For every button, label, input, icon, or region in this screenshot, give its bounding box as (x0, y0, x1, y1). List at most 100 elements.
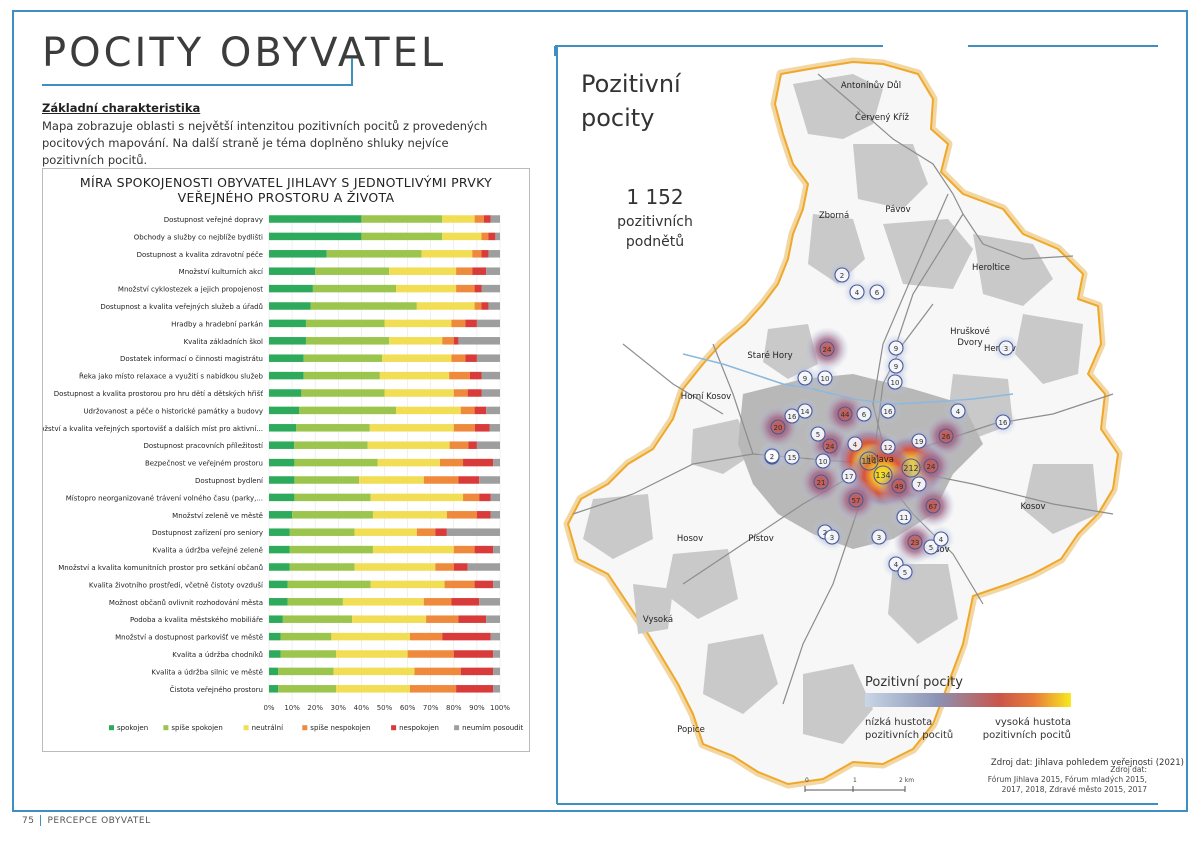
map-road (622, 343, 724, 415)
chart-bar-segment (453, 424, 475, 432)
chart-bar-segment (453, 389, 468, 397)
map-cluster-label: 24 (826, 443, 835, 451)
chart-bar-segment (367, 441, 450, 449)
map-heat-blob (805, 327, 849, 371)
chart-bar-segment (269, 511, 293, 519)
chart-x-tick-label: 100% (490, 704, 510, 712)
chart-bar-segment (280, 650, 336, 658)
map-cluster-circle (880, 403, 896, 419)
chart-bar-segment (280, 632, 332, 641)
chart-category-label: Kvalita a údržba chodníků (172, 651, 263, 659)
chart-bar-segment (481, 389, 500, 397)
chart-bar-segment (269, 580, 288, 589)
map-place-label: Zborná (819, 211, 849, 221)
map-cluster-circle (847, 436, 863, 452)
chart-bar-segment (442, 215, 475, 223)
map-cluster-circle (770, 419, 786, 435)
chart-bar-segment (453, 337, 459, 345)
chart-bar-segment (465, 319, 477, 328)
chart-legend-swatch (109, 725, 114, 731)
chart-bar-segment (269, 337, 306, 345)
map-cluster-circle (824, 529, 840, 545)
chart-x-tick-label: 60% (400, 704, 416, 712)
map-cluster-circle (887, 374, 903, 390)
chart-bar-segment (495, 232, 500, 241)
map-cluster-marker: 4 (933, 531, 949, 547)
chart-bar-segment (342, 598, 424, 606)
map-land-use-area (633, 584, 673, 634)
map-land-use-area (973, 234, 1053, 306)
chart-bar-segment (301, 389, 385, 397)
chart-source: Zdroj dat: Jihlava pohledem veřejnosti (… (990, 758, 1184, 768)
map-legend-low-line-1: nízká hustota (865, 716, 932, 728)
chart-bar-segment (269, 389, 302, 397)
map-cluster-label: 4 (956, 408, 961, 416)
map-land-use-area (1015, 314, 1083, 384)
map-cluster-marker: 4 (950, 403, 966, 419)
map-land-use-area (665, 549, 738, 619)
map-source-line-2: Fórum Jihlava 2015, Fórum mladých 2015, (988, 775, 1147, 784)
chart-bar-segment (481, 371, 500, 380)
chart-title: MÍRA SPOKOJENOSTI OBYVATEL JIHLAVY S JED… (43, 175, 529, 205)
map-cluster-label: 7 (917, 481, 921, 489)
map-overlay-text: Pozitivní pocity 1 152 pozitivních podně… (581, 70, 1147, 794)
chart-x-tick-label: 30% (331, 704, 347, 712)
chart-bar-segment (369, 424, 454, 432)
map-cluster-marker: 2 (764, 448, 780, 464)
map-place-label: Pávov (885, 205, 910, 215)
map-source-line-1: Zdroj dat: (1110, 765, 1147, 774)
map-scale-label-0: 0 (805, 777, 809, 784)
chart-bar-segment (269, 215, 362, 223)
map-place-label: Pístov (748, 534, 773, 544)
map-cluster-label: 5 (816, 431, 820, 439)
map-cluster-label: 10 (891, 379, 900, 387)
map-cluster-circle (819, 341, 835, 357)
map-cluster-marker: 10 (815, 453, 831, 469)
map-cluster-marker: 12 (880, 439, 896, 455)
map-cluster-circle (925, 498, 941, 514)
title-underline (42, 84, 352, 86)
map-cluster-label: 67 (929, 503, 938, 511)
map-cluster-label: 3 (1004, 345, 1008, 353)
page-footer: 75 PERCEPCE OBYVATEL (22, 815, 151, 826)
chart-category-label: Hradby a hradební parkán (171, 320, 263, 328)
map-source-line-3: 2017, 2018, Zdravé město 2015, 2017 (1002, 785, 1148, 794)
chart-bar-segment (493, 650, 500, 658)
chart-bar-segment (269, 667, 279, 676)
chart-category-label: Řeka jako místo relaxace a využití s nab… (79, 372, 264, 381)
map-scale-label-2: 2 km (899, 777, 914, 784)
map-cluster-marker: 19 (911, 433, 927, 449)
chart-bar-segment (361, 232, 443, 241)
map-cluster-circle (871, 529, 887, 545)
map-road (712, 343, 754, 455)
chart-bar-segment (474, 580, 494, 589)
chart-bar-segment (382, 354, 452, 362)
map-scale-label-1: 1 (853, 777, 857, 784)
chart-bar-segment (372, 511, 447, 519)
map-cluster-marker: 10 (887, 374, 903, 390)
map-cluster-label: 16 (884, 408, 893, 416)
map-cluster-label: 2 (770, 453, 774, 461)
chart-bar-segment (453, 650, 494, 658)
chart-bar-segment (442, 632, 491, 641)
map-cluster-marker: 20 (770, 419, 786, 435)
chart-bar-segment (416, 528, 436, 536)
chart-bar-segment (354, 528, 417, 536)
chart-x-tick-label: 0% (263, 704, 274, 712)
map-heat-blob (834, 478, 878, 522)
chart-category-label: Kvalita a údržba silnic ve městě (151, 668, 263, 676)
chart-bar-segment (446, 511, 477, 519)
chart-category-label: Množství a kvalita komunitních prostor p… (58, 564, 263, 572)
chart-bar-segment (423, 476, 459, 484)
map-land-use-area (691, 419, 753, 474)
chart-bar-segment (269, 424, 297, 432)
chart-plot: Dostupnost veřejné dopravy Obchody a služ… (43, 215, 524, 732)
chart-bar-segment (456, 284, 475, 293)
map-cluster-circle (938, 428, 954, 444)
chart-bar-segment (310, 302, 417, 310)
map-place-label: Antonínův Důl (841, 80, 901, 91)
map-heat-blob (911, 484, 955, 528)
chart-bar-segment (269, 371, 304, 380)
chart-bar-segment (269, 598, 288, 606)
chart-category-label: Obchody a služby co nejblíže bydlišti (134, 233, 263, 241)
